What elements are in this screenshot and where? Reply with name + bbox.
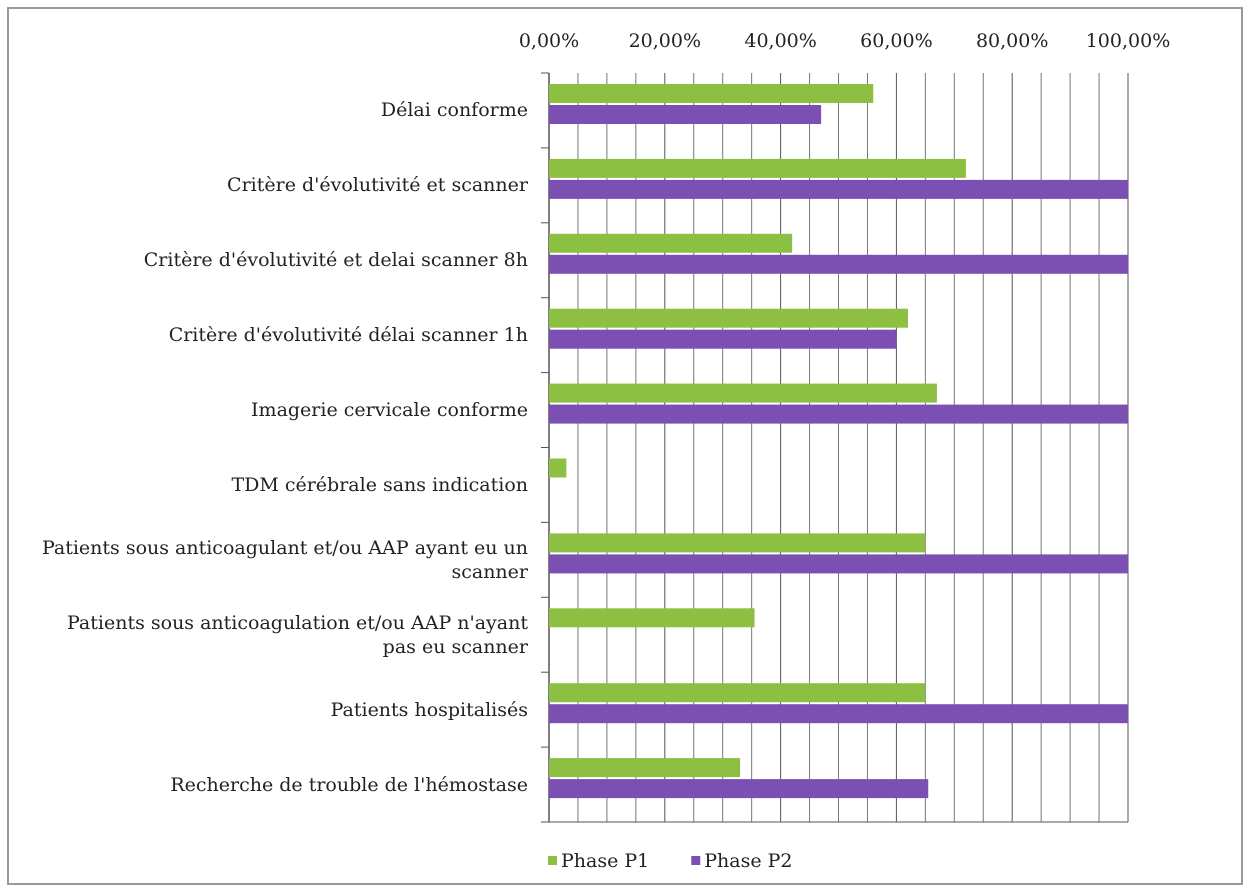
bar	[549, 758, 741, 778]
x-tick-label: 60,00%	[860, 30, 932, 52]
bar	[549, 254, 1128, 274]
bar	[549, 704, 1128, 724]
bar	[549, 533, 926, 553]
y-tick-label: Patients hospitalisés	[330, 698, 528, 721]
legend-swatch	[548, 856, 557, 865]
y-tick-label: Imagerie cervicale conforme	[251, 399, 528, 422]
bar	[549, 158, 966, 178]
bar	[549, 179, 1128, 199]
y-tick-label: Critère d'évolutivité délai scanner 1h	[168, 324, 528, 347]
legend-swatch	[691, 856, 701, 865]
bar	[549, 84, 874, 103]
legend-label: Phase P1	[561, 850, 649, 872]
y-tick-label: Délai conforme	[380, 99, 528, 122]
bar	[549, 233, 793, 253]
bar	[549, 554, 1128, 574]
y-tick-label: Critère d'évolutivité et scanner	[227, 174, 528, 197]
bar	[549, 779, 929, 799]
x-tick-label: 20,00%	[629, 30, 701, 52]
y-tick-label: Patients sous anticoagulant et/ou AAP ay…	[41, 536, 528, 583]
bar	[549, 458, 567, 478]
y-tick-label: Patients sous anticoagulation et/ou AAP …	[67, 611, 528, 658]
y-tick-label: Recherche de trouble de l'hémostase	[170, 773, 528, 796]
bar	[549, 308, 908, 328]
y-tick-label: Critère d'évolutivité et delai scanner 8…	[143, 249, 528, 272]
x-tick-label: 0,00%	[519, 30, 579, 52]
legend-label: Phase P2	[704, 850, 792, 872]
bar	[549, 608, 755, 628]
x-tick-label: 40,00%	[744, 30, 816, 52]
bar	[549, 383, 937, 403]
chart-frame	[7, 7, 1243, 885]
x-tick-label: 100,00%	[1086, 30, 1171, 52]
bar	[549, 683, 926, 703]
x-tick-label: 80,00%	[976, 30, 1048, 52]
bar	[549, 404, 1128, 424]
y-tick-label: TDM cérébrale sans indication	[231, 473, 528, 496]
bar	[549, 329, 897, 349]
bar	[549, 105, 822, 124]
